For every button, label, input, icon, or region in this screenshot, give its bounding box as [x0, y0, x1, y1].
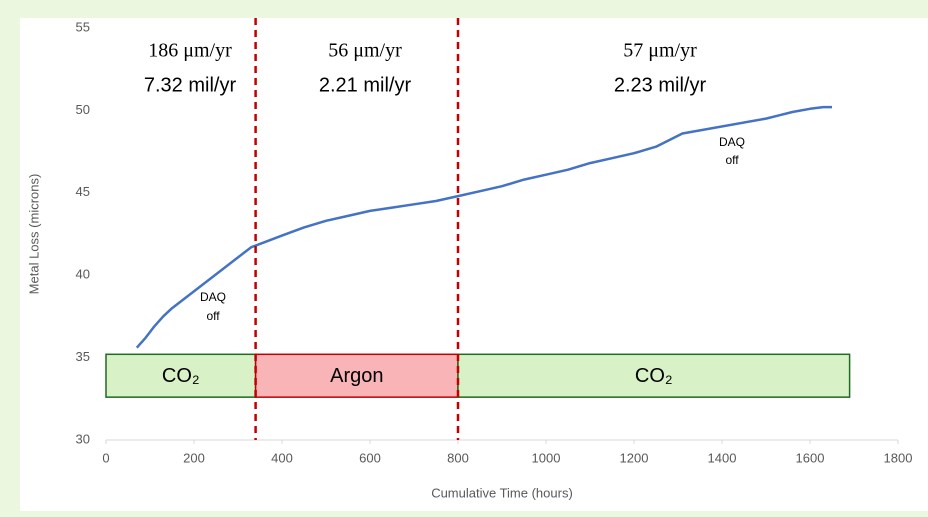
y-tick-label: 35 [76, 349, 90, 364]
x-tick-label: 800 [447, 450, 469, 465]
y-tick-label: 30 [76, 431, 90, 446]
y-tick-label: 45 [76, 184, 90, 199]
y-tick-label: 55 [76, 19, 90, 34]
x-tick-label: 1000 [532, 450, 561, 465]
annotation: 186 μm/yr [148, 40, 232, 62]
x-axis-title: Cumulative Time (hours) [431, 485, 573, 500]
annotation: 7.32 mil/yr [144, 74, 237, 96]
annotation: 2.21 mil/yr [319, 74, 412, 96]
annotation: DAQ [200, 290, 226, 304]
y-tick-label: 50 [76, 102, 90, 117]
region [457, 353, 851, 398]
region-label: CO₂ [162, 365, 200, 387]
annotation: 57 μm/yr [623, 40, 697, 62]
x-tick-label: 1600 [796, 450, 825, 465]
y-tick-label: 40 [76, 267, 90, 282]
annotation: 2.23 mil/yr [614, 74, 707, 96]
x-tick-label: 1800 [884, 450, 913, 465]
x-tick-label: 0 [102, 450, 109, 465]
region [105, 353, 257, 398]
x-tick-label: 600 [359, 450, 381, 465]
x-tick-label: 1200 [620, 450, 649, 465]
x-tick-label: 1400 [708, 450, 737, 465]
x-tick-label: 400 [271, 450, 293, 465]
y-axis-title: Metal Loss (microns) [26, 174, 41, 295]
chart-area [20, 18, 928, 511]
x-tick-label: 200 [183, 450, 205, 465]
region-label: CO₂ [635, 365, 673, 387]
data-line [135, 105, 832, 349]
annotation: 56 μm/yr [328, 40, 402, 62]
annotation: off [206, 309, 220, 323]
annotation: off [725, 153, 739, 167]
annotation: DAQ [719, 135, 745, 149]
region-label: Argon [330, 365, 383, 387]
